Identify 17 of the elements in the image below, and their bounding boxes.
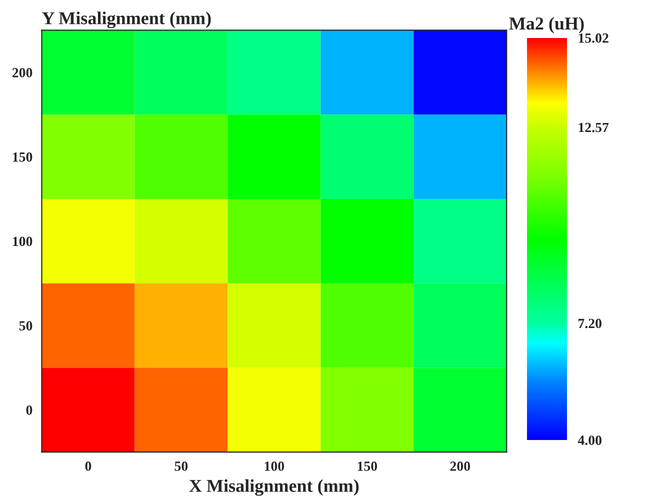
x-tick-label: 200 <box>450 462 470 471</box>
x-tick-label: 150 <box>358 462 378 471</box>
y-tick-label: 150 <box>12 152 32 162</box>
y-tick-label: 50 <box>19 321 32 330</box>
color-bar-label: 12.57 <box>578 122 609 132</box>
y-tick-label: 100 <box>12 236 32 246</box>
color-bar-label: 15.02 <box>578 33 608 43</box>
x-tick-label: 100 <box>264 462 284 471</box>
y-tick-label: 0 <box>26 405 32 415</box>
color-bar-label: 7.20 <box>578 318 602 328</box>
x-tick-label: 0 <box>85 462 92 471</box>
x-axis-title: X Misalignment (mm) <box>189 479 359 496</box>
color-bar-title: Ma2 (uH) <box>509 16 584 34</box>
x-tick-label: 50 <box>174 462 188 471</box>
color-bar-label: 4.00 <box>578 436 602 446</box>
y-tick-label: 200 <box>12 68 32 78</box>
y-axis-title: Y Misalignment (mm) <box>42 12 211 28</box>
